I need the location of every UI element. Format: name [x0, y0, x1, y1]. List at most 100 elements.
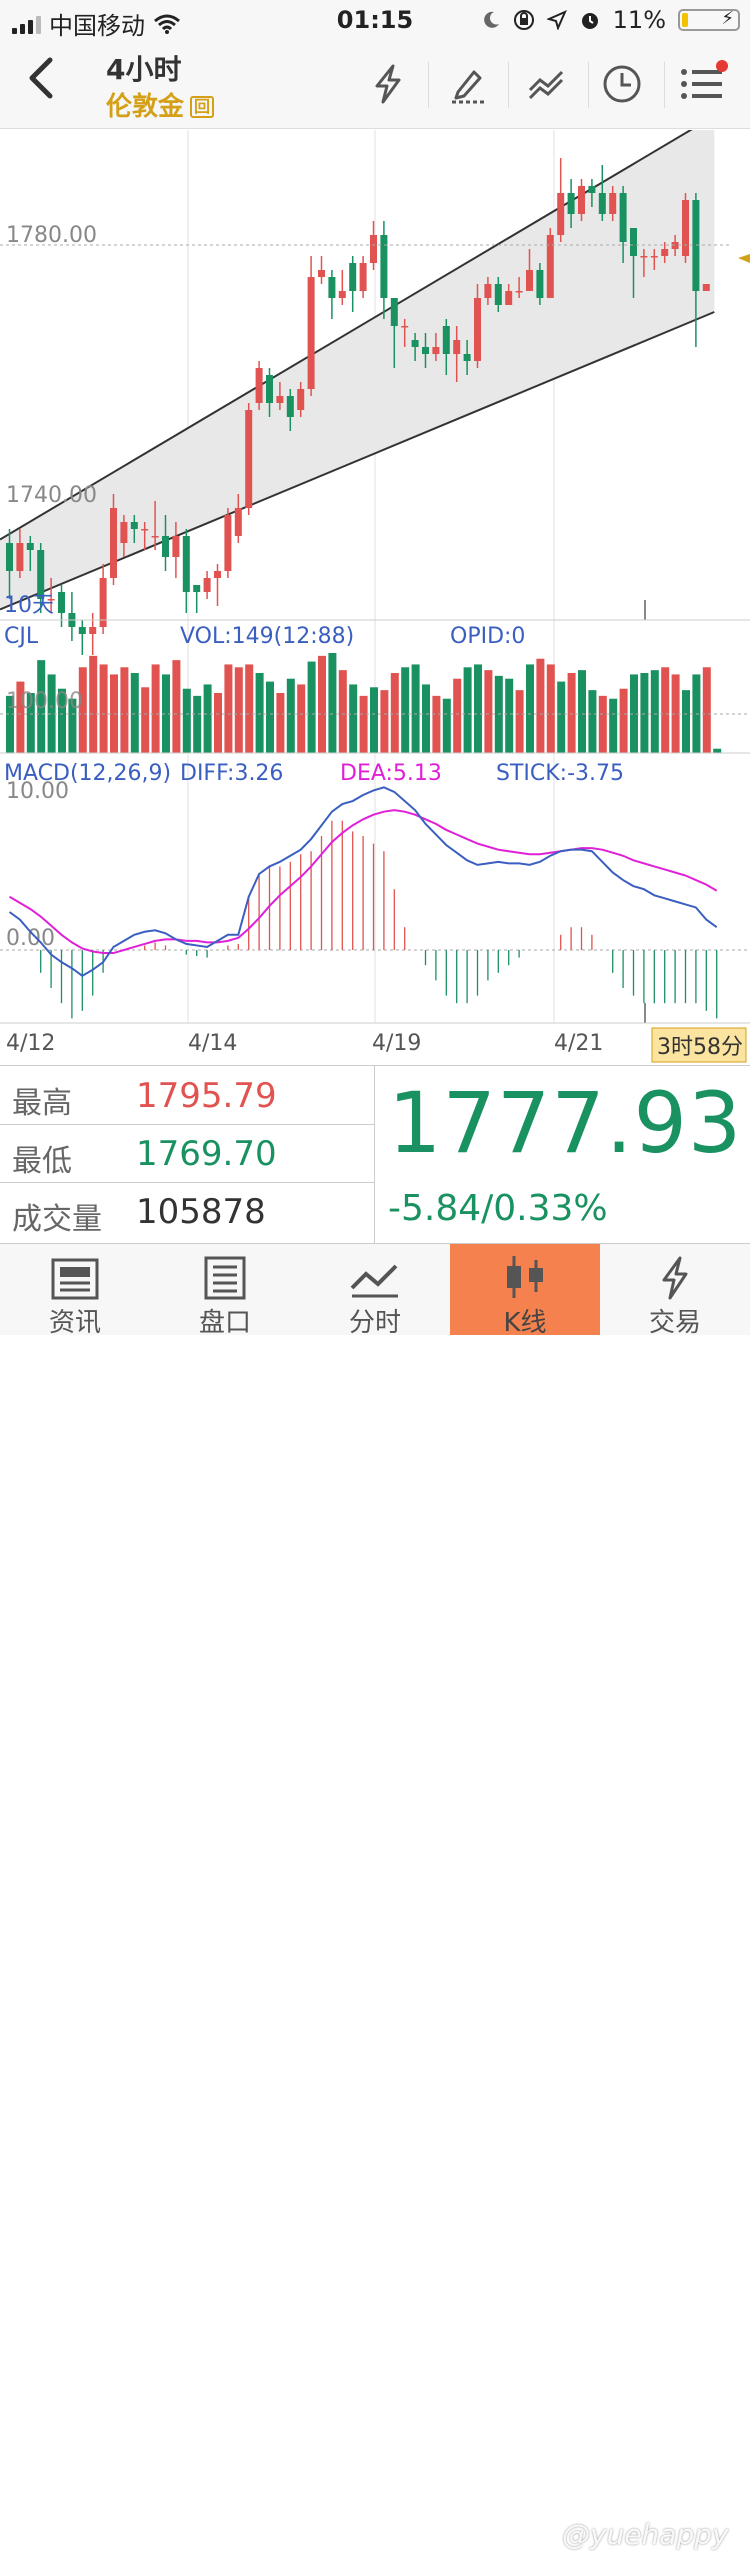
- candle-body: [661, 249, 669, 256]
- volume-bar: [338, 670, 347, 753]
- back-button[interactable]: [26, 56, 56, 108]
- candle-body: [682, 200, 689, 256]
- countdown-text: 3时58分: [657, 1035, 743, 1060]
- volume-axis-label: 100.00: [6, 689, 83, 714]
- volume-bar: [661, 667, 670, 753]
- candle-body: [432, 347, 440, 354]
- volume-bar: [151, 664, 160, 753]
- volume-bar: [702, 667, 711, 753]
- tab-news[interactable]: 资讯: [0, 1244, 150, 1338]
- alarm-icon: [581, 13, 598, 29]
- volume-bar: [588, 690, 597, 753]
- candle-body: [463, 354, 471, 361]
- candle-body: [609, 193, 617, 214]
- volume-bar: [526, 664, 534, 753]
- macd-diff: DIFF:3.26: [180, 761, 283, 786]
- draw-tool-button[interactable]: [438, 56, 498, 112]
- tab-intraday[interactable]: 分时: [300, 1244, 450, 1338]
- lightning-icon: [375, 64, 401, 104]
- price-label-1740: 1740.00: [6, 483, 97, 508]
- high-label: 最高: [12, 1086, 72, 1121]
- watermark: @yuehappy: [562, 2518, 729, 2551]
- volume-bar: [453, 678, 462, 753]
- high-value: 1795.79: [136, 1076, 277, 1116]
- candle-body: [26, 543, 34, 550]
- last-price: 1777.93: [388, 1074, 743, 1172]
- volume-bar: [536, 658, 545, 753]
- volume-bar: [630, 674, 638, 753]
- menu-button[interactable]: [672, 56, 732, 112]
- status-time: 01:15: [336, 6, 414, 34]
- candle-body: [536, 270, 544, 298]
- clock-icon: [603, 65, 641, 103]
- volume-bar: [6, 695, 14, 753]
- flash-order-button[interactable]: [358, 56, 418, 112]
- candle-body: [359, 263, 367, 291]
- last-price-marker: [738, 254, 750, 263]
- candle-body: [630, 228, 637, 256]
- instrument-title: 伦敦金回: [106, 86, 215, 123]
- draw-pen-icon: [452, 70, 484, 104]
- order-book-icon: [204, 1256, 246, 1300]
- tab-trade[interactable]: 交易: [600, 1244, 750, 1338]
- volume-bar: [671, 674, 680, 753]
- candle-body: [474, 298, 481, 361]
- candle-body: [214, 571, 221, 578]
- macd-dea: DEA:5.13: [340, 761, 442, 786]
- diff-line: [8, 786, 718, 978]
- volume-bar: [182, 688, 191, 753]
- candle-body: [120, 522, 128, 543]
- volume-row: 成交量 105878: [0, 1182, 374, 1240]
- candle-body: [692, 200, 700, 291]
- tab-order-book[interactable]: 盘口: [150, 1244, 300, 1338]
- candle-body: [162, 536, 169, 557]
- menu-icon: [681, 69, 722, 99]
- candle-body: [286, 396, 294, 417]
- intraday-icon: [350, 1264, 398, 1298]
- candle-body: [546, 235, 554, 298]
- date-label-0421: 4/21: [554, 1031, 603, 1056]
- candle-body: [58, 592, 65, 613]
- candle-body: [328, 277, 336, 298]
- indicator-button[interactable]: [516, 56, 576, 112]
- macd-plot: [0, 786, 750, 1019]
- candle-body: [255, 368, 263, 403]
- volume-bar: [380, 690, 389, 753]
- candle-body: [401, 326, 409, 328]
- candle-body: [99, 578, 107, 627]
- period-button[interactable]: [592, 56, 652, 112]
- candle-body: [245, 410, 253, 508]
- candle-body: [484, 284, 492, 298]
- volume-bar: [307, 661, 316, 753]
- tab-bar: 资讯 盘口 分时 K线 交易 @yuehappy: [0, 1243, 750, 2551]
- candle-body: [380, 235, 388, 298]
- volume-bar: [297, 684, 306, 753]
- chevron-left-icon: [29, 57, 53, 99]
- volume-bar: [619, 688, 628, 753]
- volume-bar: [266, 681, 274, 753]
- volume-bar: [245, 664, 254, 753]
- volume-bars: [6, 653, 722, 753]
- carrier-name: 中国移动: [49, 12, 145, 40]
- candle-body: [702, 284, 710, 291]
- notification-dot: [716, 60, 728, 72]
- volume-bar: [390, 673, 399, 753]
- signal-icon: [12, 14, 41, 34]
- tab-kline[interactable]: K线: [450, 1244, 600, 1338]
- volume-bar: [505, 678, 514, 753]
- candle-body: [37, 550, 45, 599]
- candle-body: [671, 242, 679, 249]
- volume-title: CJL: [4, 624, 39, 649]
- volume-bar: [359, 695, 368, 753]
- candle-body: [411, 340, 419, 347]
- nav-bar: 4小时 伦敦金回: [0, 40, 750, 129]
- candle-body: [349, 263, 357, 291]
- candle-body: [338, 291, 346, 298]
- tab-news-label: 资讯: [48, 1308, 101, 1338]
- volume-bar: [557, 681, 566, 753]
- tab-intraday-label: 分时: [348, 1308, 401, 1338]
- kline-chart[interactable]: 1780.00 1740.00 10天 CJL VOL:149(12:88) O…: [0, 130, 750, 1065]
- volume-bar: [370, 687, 378, 753]
- candle-body: [557, 193, 565, 235]
- volume-bar: [546, 664, 555, 753]
